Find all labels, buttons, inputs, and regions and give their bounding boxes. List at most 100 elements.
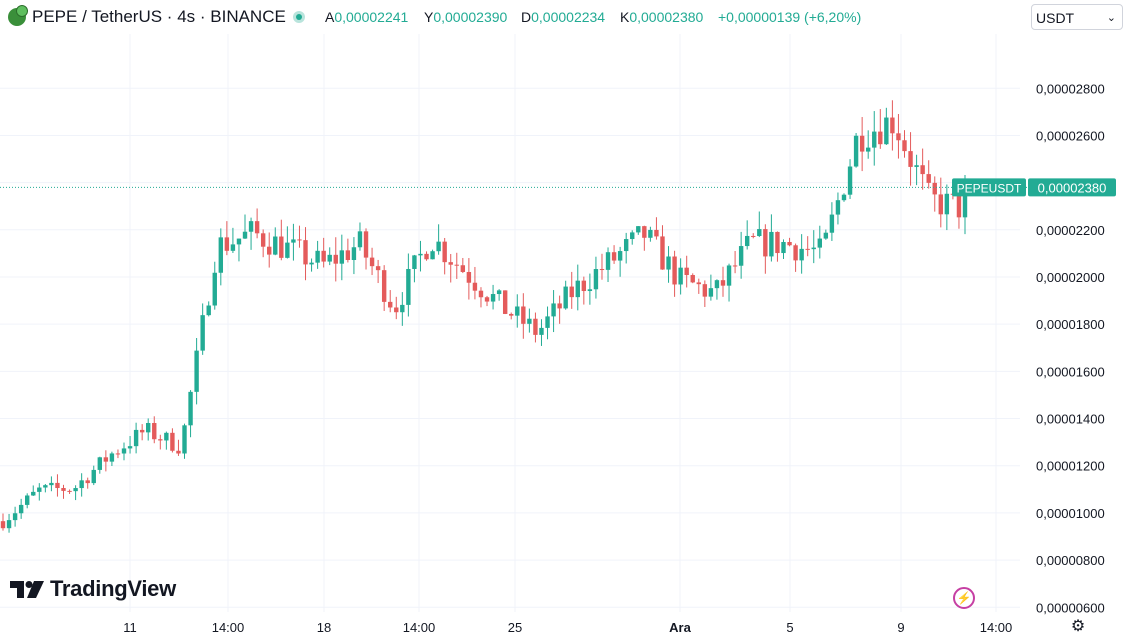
- candle-body: [279, 236, 284, 258]
- candle-body: [267, 246, 272, 255]
- candle-body: [273, 236, 278, 255]
- candle-body: [908, 151, 913, 167]
- candle-body: [67, 490, 72, 492]
- candle-body: [133, 429, 139, 447]
- candle-body: [436, 241, 441, 252]
- candle-body: [206, 305, 211, 316]
- candle-body: [146, 422, 151, 433]
- candle-body: [841, 194, 847, 201]
- ohlc-open: A0,00002241: [325, 9, 408, 25]
- candle-body: [212, 272, 217, 306]
- price-tick-label: 0,00001600: [1036, 364, 1105, 379]
- candle-body: [575, 280, 580, 298]
- candle-body: [847, 166, 853, 195]
- ohlc-high-value: 0,00002390: [433, 9, 508, 25]
- price-tick-label: 0,00000600: [1036, 600, 1105, 615]
- candle-body: [775, 231, 780, 254]
- candle-body: [442, 241, 447, 263]
- candle-body: [811, 247, 816, 250]
- candle-body: [744, 235, 750, 247]
- candle-body: [678, 267, 683, 285]
- candle-body: [103, 457, 109, 462]
- symbol-title[interactable]: PEPE / TetherUS · 4s · BINANCE: [32, 7, 286, 26]
- candle-body: [932, 182, 937, 195]
- candle-body: [684, 267, 689, 276]
- candle-body: [43, 485, 48, 488]
- last-price-marker: PEPEUSDT 0,00002380: [0, 178, 1116, 197]
- candle-body: [406, 268, 411, 305]
- tradingview-logo-icon: [10, 581, 44, 598]
- candle-body: [466, 271, 472, 283]
- candle-body: [333, 254, 338, 264]
- price-axis: 0,000028000,000026000,000024000,00002200…: [1036, 81, 1105, 615]
- candle-body: [170, 432, 175, 451]
- candle-body: [623, 239, 629, 252]
- candle-body: [636, 226, 641, 233]
- candle-body: [176, 450, 181, 454]
- candle-body: [460, 265, 466, 272]
- market-open-dot-icon: [293, 11, 305, 23]
- candle-body: [121, 448, 127, 454]
- candle-body: [890, 117, 895, 134]
- candle-body: [763, 229, 768, 257]
- settings-gear-icon[interactable]: ⚙: [1070, 618, 1086, 635]
- candle-body: [599, 269, 605, 271]
- candle-body: [714, 280, 720, 289]
- ohlc-close-key: K: [620, 9, 630, 25]
- candle-body: [708, 288, 714, 297]
- candlestick-series: [0, 100, 968, 533]
- ohlc-low-key: D: [521, 9, 532, 25]
- time-tick-label: 18: [317, 620, 331, 635]
- time-tick-label: 14:00: [212, 620, 245, 635]
- candle-body: [454, 264, 459, 266]
- candle-body: [823, 232, 829, 239]
- time-tick-label: 14:00: [980, 620, 1013, 635]
- candle-body: [654, 229, 659, 237]
- candle-body: [781, 242, 786, 254]
- candle-body: [25, 495, 30, 505]
- candle-body: [351, 247, 357, 260]
- candle-body: [339, 250, 345, 264]
- ohlc-open-value: 0,00002241: [334, 9, 409, 25]
- candle-body: [260, 233, 266, 247]
- candle-body: [115, 453, 121, 455]
- time-tick-label: 9: [897, 620, 904, 635]
- candle-body: [85, 480, 90, 484]
- candle-body: [642, 226, 647, 238]
- candle-body: [956, 194, 962, 218]
- candle-body: [581, 280, 587, 292]
- candle-body: [230, 244, 236, 251]
- candle-body: [254, 221, 260, 234]
- candle-body: [817, 238, 822, 248]
- candle-body: [91, 469, 96, 484]
- candle-body: [164, 432, 169, 441]
- lightning-icon[interactable]: ⚡: [953, 587, 975, 609]
- candle-body: [12, 513, 18, 521]
- currency-select[interactable]: USDT ⌄: [1031, 4, 1123, 30]
- candle-body: [702, 284, 708, 297]
- price-tick-label: 0,00002000: [1036, 270, 1105, 285]
- candle-body: [605, 252, 611, 270]
- price-tick-label: 0,00001000: [1036, 506, 1105, 521]
- candle-body: [720, 280, 726, 286]
- candle-body: [611, 252, 617, 261]
- candle-body: [962, 187, 968, 218]
- candle-body: [509, 313, 514, 316]
- candle-body: [533, 318, 538, 335]
- candle-body: [194, 350, 199, 392]
- candle-body: [388, 301, 393, 308]
- candle-body: [787, 242, 792, 246]
- candle-body: [430, 251, 435, 260]
- candle-body: [375, 266, 381, 271]
- candle-body: [630, 232, 635, 240]
- candle-body: [865, 147, 871, 152]
- ohlc-low: D0,00002234: [521, 9, 605, 25]
- price-tick-label: 0,00002200: [1036, 223, 1105, 238]
- tradingview-wordmark: TradingView: [50, 576, 176, 601]
- candle-body: [139, 429, 145, 433]
- candle-body: [418, 253, 423, 256]
- time-tick-label: 5: [786, 620, 793, 635]
- candle-body: [751, 235, 756, 237]
- candle-body: [381, 270, 387, 302]
